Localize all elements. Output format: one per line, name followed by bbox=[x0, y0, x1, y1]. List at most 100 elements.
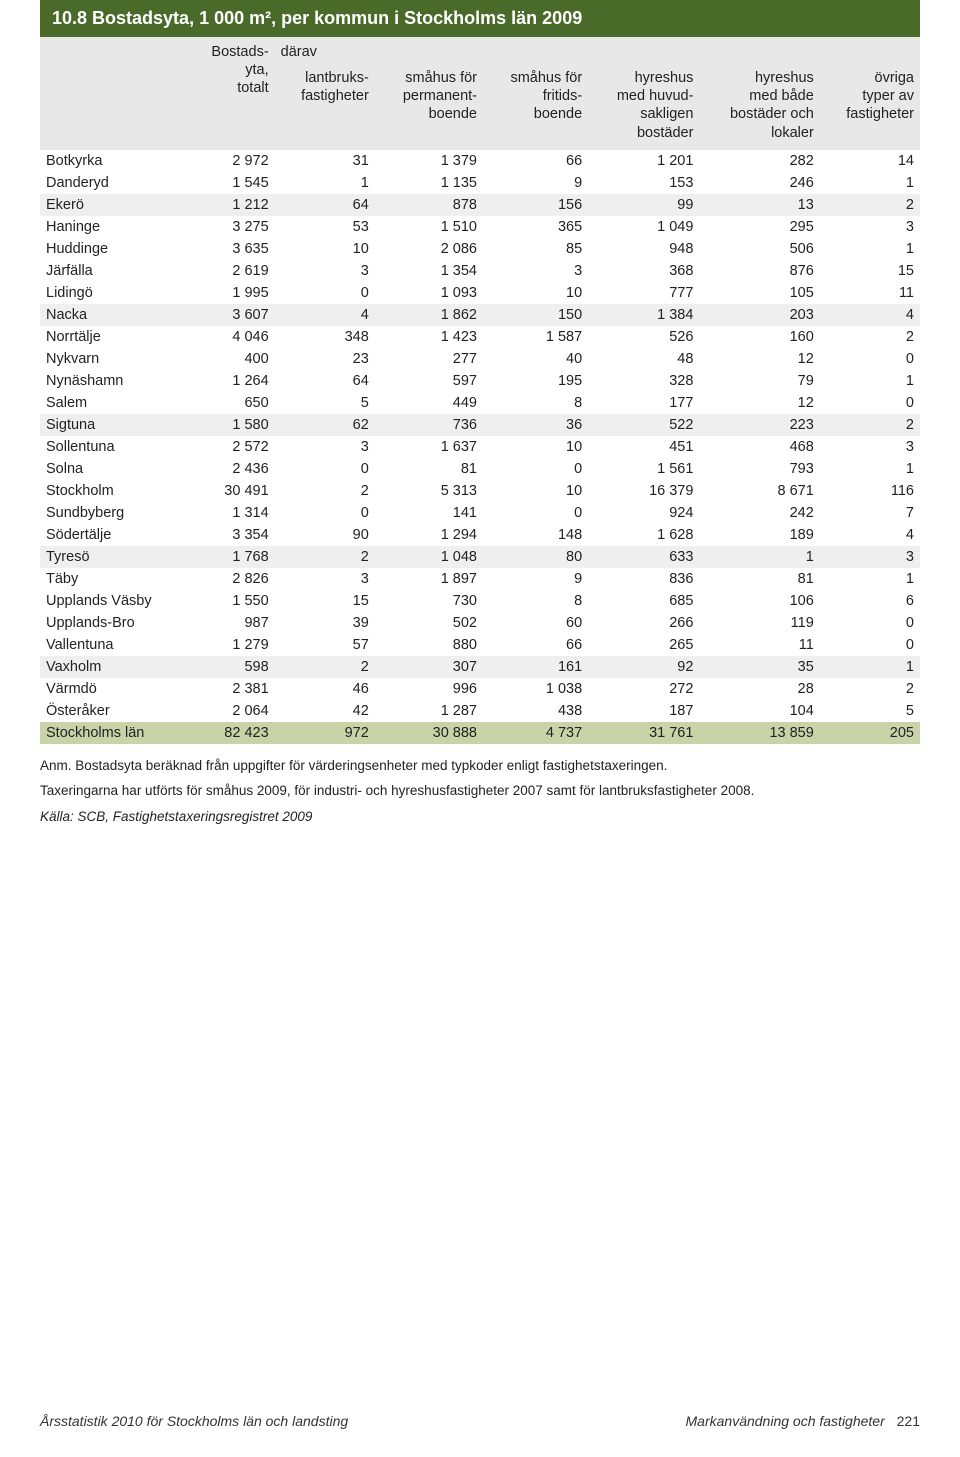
cell: 1 038 bbox=[483, 678, 588, 700]
cell: 2 bbox=[820, 414, 920, 436]
cell: 6 bbox=[820, 590, 920, 612]
cell: 1 287 bbox=[375, 700, 483, 722]
cell: 187 bbox=[588, 700, 699, 722]
cell: 1 379 bbox=[375, 150, 483, 172]
cell: 8 bbox=[483, 392, 588, 414]
cell: 400 bbox=[188, 348, 275, 370]
total-row: Stockholms län82 42397230 8884 73731 761… bbox=[40, 722, 920, 744]
cell: 1 561 bbox=[588, 458, 699, 480]
cell: 148 bbox=[483, 524, 588, 546]
cell: 36 bbox=[483, 414, 588, 436]
cell: 277 bbox=[375, 348, 483, 370]
table-row: Upplands-Bro98739502602661190 bbox=[40, 612, 920, 634]
cell: 1 510 bbox=[375, 216, 483, 238]
cell: 836 bbox=[588, 568, 699, 590]
cell: 1 048 bbox=[375, 546, 483, 568]
cell: 30 888 bbox=[375, 722, 483, 744]
cell: 502 bbox=[375, 612, 483, 634]
row-label: Vallentuna bbox=[40, 634, 188, 656]
cell: 295 bbox=[699, 216, 819, 238]
cell: 90 bbox=[275, 524, 375, 546]
cell: 2 619 bbox=[188, 260, 275, 282]
cell: 104 bbox=[699, 700, 819, 722]
cell: 3 bbox=[820, 436, 920, 458]
cell: 1 580 bbox=[188, 414, 275, 436]
row-label: Södertälje bbox=[40, 524, 188, 546]
cell: 15 bbox=[820, 260, 920, 282]
note-source: Källa: SCB, Fastighetstaxeringsregistret… bbox=[40, 807, 920, 827]
table-row: Norrtälje4 0463481 4231 5875261602 bbox=[40, 326, 920, 348]
cell: 46 bbox=[275, 678, 375, 700]
table-row: Sigtuna1 58062736365222232 bbox=[40, 414, 920, 436]
row-label: Nykvarn bbox=[40, 348, 188, 370]
cell: 2 bbox=[820, 678, 920, 700]
footer-section: Markanvändning och fastigheter bbox=[686, 1413, 885, 1429]
row-label: Solna bbox=[40, 458, 188, 480]
row-label: Nacka bbox=[40, 304, 188, 326]
footer-page-number: 221 bbox=[897, 1413, 920, 1429]
cell: 203 bbox=[699, 304, 819, 326]
cell: 153 bbox=[588, 172, 699, 194]
table-row: Vallentuna1 2795788066265110 bbox=[40, 634, 920, 656]
cell: 1 bbox=[275, 172, 375, 194]
cell: 348 bbox=[275, 326, 375, 348]
cell: 189 bbox=[699, 524, 819, 546]
row-label: Salem bbox=[40, 392, 188, 414]
cell: 4 bbox=[275, 304, 375, 326]
cell: 597 bbox=[375, 370, 483, 392]
cell: 2 bbox=[275, 480, 375, 502]
row-label: Österåker bbox=[40, 700, 188, 722]
cell: 449 bbox=[375, 392, 483, 414]
cell: 987 bbox=[188, 612, 275, 634]
cell: 368 bbox=[588, 260, 699, 282]
table-row: Ekerö1 2126487815699132 bbox=[40, 194, 920, 216]
cell: 28 bbox=[699, 678, 819, 700]
cell: 150 bbox=[483, 304, 588, 326]
col-header-7: övrigatyper avfastigheter bbox=[820, 63, 920, 150]
row-label: Sigtuna bbox=[40, 414, 188, 436]
cell: 1 bbox=[820, 370, 920, 392]
cell: 156 bbox=[483, 194, 588, 216]
cell: 2 436 bbox=[188, 458, 275, 480]
cell: 3 bbox=[275, 260, 375, 282]
cell: 12 bbox=[699, 348, 819, 370]
cell: 0 bbox=[820, 612, 920, 634]
cell: 116 bbox=[820, 480, 920, 502]
cell: 160 bbox=[699, 326, 819, 348]
cell: 81 bbox=[375, 458, 483, 480]
cell: 1 637 bbox=[375, 436, 483, 458]
cell: 1 279 bbox=[188, 634, 275, 656]
cell: 1 862 bbox=[375, 304, 483, 326]
cell: 506 bbox=[699, 238, 819, 260]
cell: 3 635 bbox=[188, 238, 275, 260]
cell: 10 bbox=[483, 436, 588, 458]
cell: 60 bbox=[483, 612, 588, 634]
note-line-2: Taxeringarna har utförts för småhus 2009… bbox=[40, 781, 920, 801]
cell: 11 bbox=[820, 282, 920, 304]
cell: 57 bbox=[275, 634, 375, 656]
cell: 4 737 bbox=[483, 722, 588, 744]
cell: 1 354 bbox=[375, 260, 483, 282]
cell: 876 bbox=[699, 260, 819, 282]
cell: 0 bbox=[820, 634, 920, 656]
cell: 12 bbox=[699, 392, 819, 414]
cell: 2 086 bbox=[375, 238, 483, 260]
cell: 522 bbox=[588, 414, 699, 436]
cell: 3 607 bbox=[188, 304, 275, 326]
cell: 1 bbox=[820, 568, 920, 590]
cell: 246 bbox=[699, 172, 819, 194]
page-footer: Årsstatistik 2010 för Stockholms län och… bbox=[40, 1413, 920, 1429]
table-row: Täby2 82631 8979836811 bbox=[40, 568, 920, 590]
row-label: Haninge bbox=[40, 216, 188, 238]
cell: 15 bbox=[275, 590, 375, 612]
cell: 195 bbox=[483, 370, 588, 392]
col-header-2: lantbruks-fastigheter bbox=[275, 63, 375, 150]
cell: 3 bbox=[483, 260, 588, 282]
table-row: Solna2 43608101 5617931 bbox=[40, 458, 920, 480]
cell: 92 bbox=[588, 656, 699, 678]
cell: 79 bbox=[699, 370, 819, 392]
cell: 1 995 bbox=[188, 282, 275, 304]
cell: 85 bbox=[483, 238, 588, 260]
cell: 11 bbox=[699, 634, 819, 656]
cell: 4 046 bbox=[188, 326, 275, 348]
